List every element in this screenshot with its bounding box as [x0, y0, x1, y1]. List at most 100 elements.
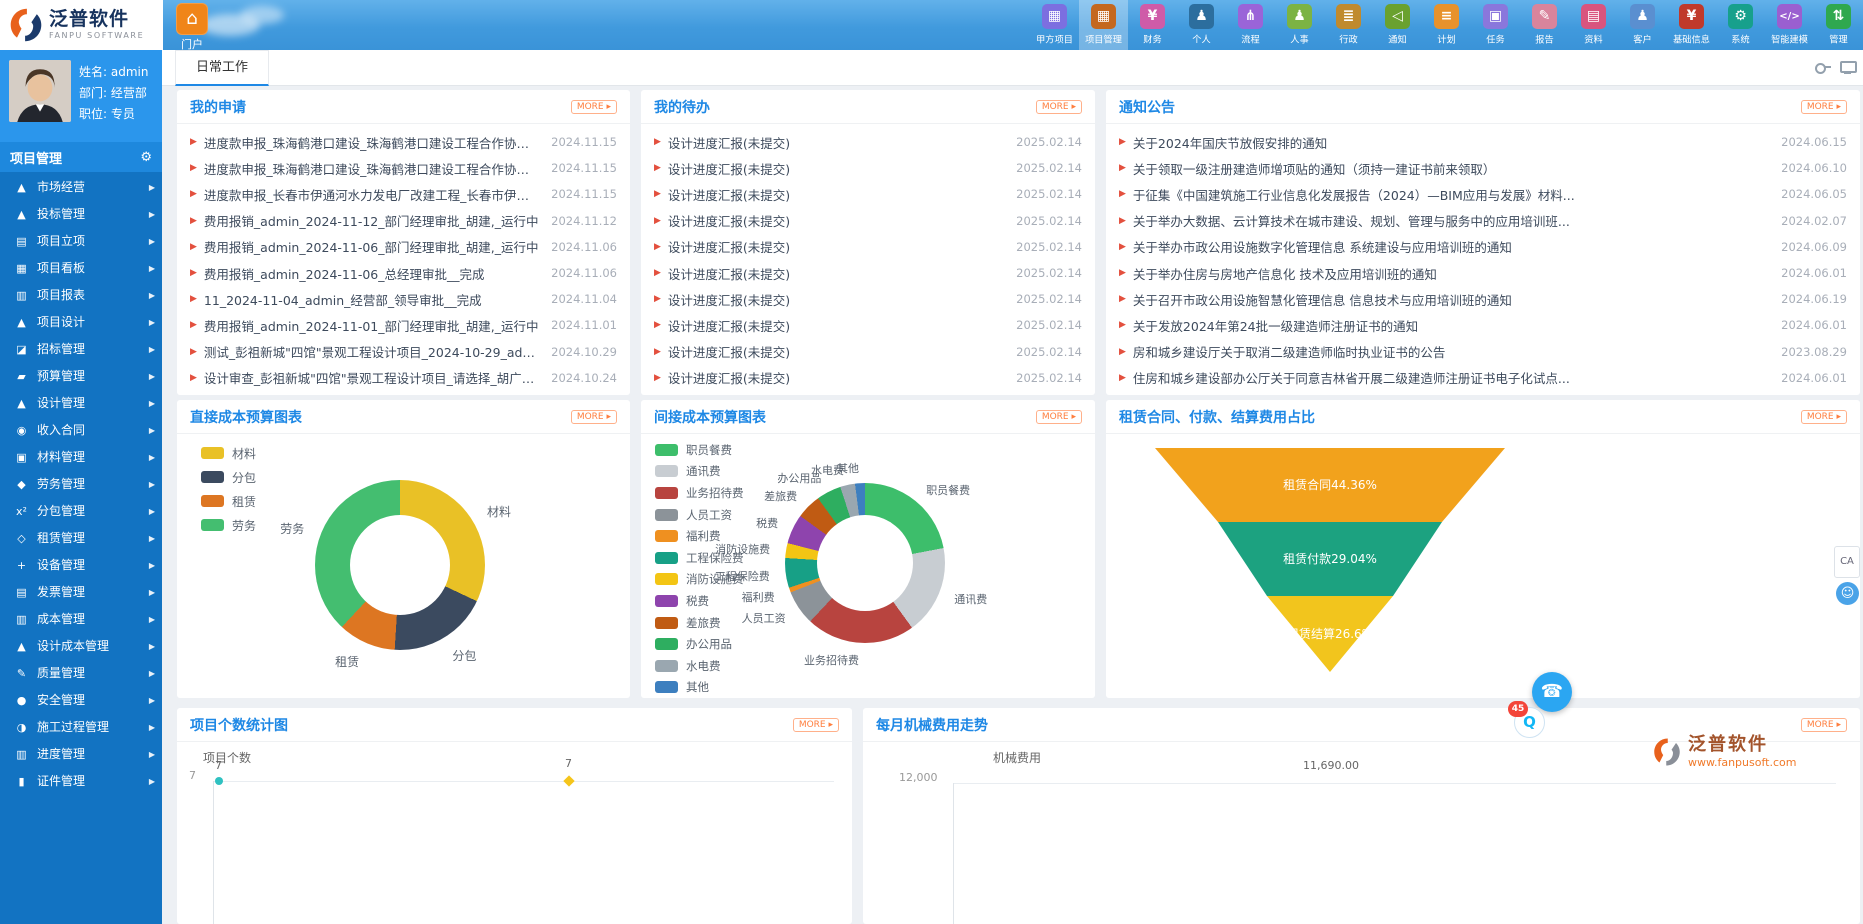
- sidebar-item-20[interactable]: ◑施工过程管理▶: [0, 714, 162, 741]
- nav-item-portal[interactable]: ⌂ 门户: [169, 3, 215, 52]
- list-item[interactable]: ▶设计进度汇报(未提交)2025.02.14: [654, 208, 1082, 234]
- sidebar-item-19[interactable]: ●安全管理▶: [0, 687, 162, 714]
- bullet-icon: ▶: [654, 268, 661, 278]
- sidebar-item-16[interactable]: ▥成本管理▶: [0, 606, 162, 633]
- nav-item-8[interactable]: ≡计划: [1422, 0, 1471, 50]
- sidebar-item-22[interactable]: ▮证件管理▶: [0, 768, 162, 795]
- item-text: 费用报销_admin_2024-11-01_部门经理审批_胡建,_运行中: [204, 316, 541, 335]
- more-button[interactable]: MORE: [571, 410, 617, 424]
- nav-item-2[interactable]: ¥财务: [1128, 0, 1177, 50]
- item-date: 2025.02.14: [1016, 292, 1082, 306]
- nav-item-5[interactable]: ♟人事: [1275, 0, 1324, 50]
- key-icon[interactable]: [1815, 60, 1831, 74]
- sidebar-item-3[interactable]: ▦项目看板▶: [0, 255, 162, 282]
- more-button[interactable]: MORE: [1801, 718, 1847, 732]
- sidebar-item-17[interactable]: ▲设计成本管理▶: [0, 633, 162, 660]
- list-item[interactable]: ▶进度款申报_珠海鹤港口建设_珠海鹤港口建设工程合作协议书_admin_...2…: [190, 129, 617, 155]
- nav-item-6[interactable]: ≣行政: [1324, 0, 1373, 50]
- sidebar-item-6[interactable]: ◪招标管理▶: [0, 336, 162, 363]
- my-todos-list: ▶设计进度汇报(未提交)2025.02.14▶设计进度汇报(未提交)2025.0…: [641, 124, 1095, 391]
- sidebar-item-0[interactable]: ▲市场经营▶: [0, 174, 162, 201]
- list-item[interactable]: ▶关于召开市政公用设施智慧化管理信息 信息技术与应用培训班的通知2024.06.…: [1119, 286, 1847, 312]
- list-item[interactable]: ▶于征集《中国建筑施工行业信息化发展报告（2024）—BIM应用与发展》材料..…: [1119, 181, 1847, 207]
- ca-widget[interactable]: CA: [1834, 546, 1860, 578]
- list-item[interactable]: ▶设计进度汇报(未提交)2025.02.14: [654, 129, 1082, 155]
- list-item[interactable]: ▶费用报销_admin_2024-11-06_总经理审批__完成2024.11.…: [190, 260, 617, 286]
- nav-item-0[interactable]: ▦甲方项目: [1030, 0, 1079, 50]
- nav-item-15[interactable]: </>智能建模: [1765, 0, 1814, 50]
- list-item[interactable]: ▶设计审查_彭祖新城"四馆"景观工程设计项目_请选择_胡广生_2024-10-2…: [190, 365, 617, 391]
- nav-item-16[interactable]: ⇅管理: [1814, 0, 1863, 50]
- list-item[interactable]: ▶设计进度汇报(未提交)2025.02.14: [654, 312, 1082, 338]
- list-item[interactable]: ▶进度款申报_长春市伊通河水力发电厂改建工程_长春市伊通河水力发电...2024…: [190, 181, 617, 207]
- list-item[interactable]: ▶设计进度汇报(未提交)2025.02.14: [654, 181, 1082, 207]
- legend-swatch: [655, 444, 678, 456]
- legend-item: 福利费: [655, 525, 744, 547]
- more-button[interactable]: MORE: [1036, 100, 1082, 114]
- item-text: 设计进度汇报(未提交): [668, 237, 1006, 256]
- list-item[interactable]: ▶测试_彭祖新城"四馆"景观工程设计项目_2024-10-29_admin_结束…: [190, 339, 617, 365]
- person-icon: ♟: [1287, 4, 1312, 29]
- nav-item-12[interactable]: ♟客户: [1618, 0, 1667, 50]
- list-item[interactable]: ▶关于举办市政公用设施数字化管理信息 系统建设与应用培训班的通知2024.06.…: [1119, 234, 1847, 260]
- list-item[interactable]: ▶11_2024-11-04_admin_经营部_领导审批__完成2024.11…: [190, 286, 617, 312]
- list-item[interactable]: ▶设计进度汇报(未提交)2025.02.14: [654, 260, 1082, 286]
- gear-icon[interactable]: ⚙: [140, 150, 152, 165]
- list-item[interactable]: ▶设计进度汇报(未提交)2025.02.14: [654, 339, 1082, 365]
- list-item[interactable]: ▶设计进度汇报(未提交)2025.02.14: [654, 286, 1082, 312]
- qq-contact-icon[interactable]: Q 45: [1514, 707, 1545, 738]
- sidebar-item-9[interactable]: ◉收入合同▶: [0, 417, 162, 444]
- item-text: 关于举办住房与房地产信息化 技术及应用培训班的通知: [1133, 264, 1771, 283]
- item-text: 关于举办市政公用设施数字化管理信息 系统建设与应用培训班的通知: [1133, 237, 1771, 256]
- sidebar-item-18[interactable]: ✎质量管理▶: [0, 660, 162, 687]
- more-button[interactable]: MORE: [571, 100, 617, 114]
- chevron-right-icon: ▶: [149, 336, 155, 363]
- nav-item-13[interactable]: ¥基础信息: [1667, 0, 1716, 50]
- customer-service-chat-icon[interactable]: ☎: [1532, 672, 1572, 712]
- list-item[interactable]: ▶设计进度汇报(未提交)2025.02.14: [654, 365, 1082, 391]
- list-item[interactable]: ▶关于2024年国庆节放假安排的通知2024.06.15: [1119, 129, 1847, 155]
- nav-item-7[interactable]: ◁通知: [1373, 0, 1422, 50]
- list-item[interactable]: ▶房和城乡建设厅关于取消二级建造师临时执业证书的公告2023.08.29: [1119, 339, 1847, 365]
- sidebar-item-15[interactable]: ▤发票管理▶: [0, 579, 162, 606]
- list-item[interactable]: ▶设计进度汇报(未提交)2025.02.14: [654, 234, 1082, 260]
- more-button[interactable]: MORE: [1801, 100, 1847, 114]
- nav-item-9[interactable]: ▣任务: [1471, 0, 1520, 50]
- list-item[interactable]: ▶住房和城乡建设部办公厅关于同意吉林省开展二级建造师注册证书电子化试点...20…: [1119, 365, 1847, 391]
- monitor-icon[interactable]: [1840, 60, 1855, 74]
- sidebar-item-7[interactable]: ▰预算管理▶: [0, 363, 162, 390]
- chat-face-icon[interactable]: ☺: [1836, 582, 1859, 605]
- nav-item-3[interactable]: ♟个人: [1177, 0, 1226, 50]
- nav-item-11[interactable]: ▤资料: [1569, 0, 1618, 50]
- list-item[interactable]: ▶关于举办大数据、云计算技术在城市建设、规划、管理与服务中的应用培训班...20…: [1119, 208, 1847, 234]
- nav-item-10[interactable]: ✎报告: [1520, 0, 1569, 50]
- legend-label: 材料: [232, 445, 256, 462]
- list-item[interactable]: ▶关于举办住房与房地产信息化 技术及应用培训班的通知2024.06.01: [1119, 260, 1847, 286]
- sidebar-item-1[interactable]: ▲投标管理▶: [0, 201, 162, 228]
- more-button[interactable]: MORE: [1801, 410, 1847, 424]
- panel-project-count-chart: 项目个数统计图 MORE 项目个数 7 7 7: [177, 708, 852, 924]
- list-item[interactable]: ▶关于领取一级注册建造师增项贴的通知（须持一建证书前来领取）2024.06.10: [1119, 155, 1847, 181]
- sidebar-item-14[interactable]: +设备管理▶: [0, 552, 162, 579]
- sidebar-item-13[interactable]: ◇租赁管理▶: [0, 525, 162, 552]
- nav-item-4[interactable]: ⋔流程: [1226, 0, 1275, 50]
- more-button[interactable]: MORE: [1036, 410, 1082, 424]
- sidebar-item-21[interactable]: ▥进度管理▶: [0, 741, 162, 768]
- sidebar-item-11[interactable]: ◆劳务管理▶: [0, 471, 162, 498]
- sidebar-item-5[interactable]: ▲项目设计▶: [0, 309, 162, 336]
- sidebar-item-10[interactable]: ▣材料管理▶: [0, 444, 162, 471]
- list-item[interactable]: ▶进度款申报_珠海鹤港口建设_珠海鹤港口建设工程合作协议书_admin_...2…: [190, 155, 617, 181]
- list-item[interactable]: ▶费用报销_admin_2024-11-01_部门经理审批_胡建,_运行中202…: [190, 312, 617, 338]
- list-item[interactable]: ▶费用报销_admin_2024-11-06_部门经理审批_胡建,_运行中202…: [190, 234, 617, 260]
- nav-item-14[interactable]: ⚙系统: [1716, 0, 1765, 50]
- sidebar-item-12[interactable]: x²分包管理▶: [0, 498, 162, 525]
- list-item[interactable]: ▶费用报销_admin_2024-11-12_部门经理审批_胡建,_运行中202…: [190, 208, 617, 234]
- list-item[interactable]: ▶关于发放2024年第24批一级建造师注册证书的通知2024.06.01: [1119, 312, 1847, 338]
- sidebar-item-2[interactable]: ▤项目立项▶: [0, 228, 162, 255]
- sidebar-item-8[interactable]: ▲设计管理▶: [0, 390, 162, 417]
- nav-item-1[interactable]: ▦项目管理: [1079, 0, 1128, 50]
- more-button[interactable]: MORE: [793, 718, 839, 732]
- sidebar-item-4[interactable]: ▥项目报表▶: [0, 282, 162, 309]
- tab-daily-work[interactable]: 日常工作: [175, 50, 269, 86]
- list-item[interactable]: ▶设计进度汇报(未提交)2025.02.14: [654, 155, 1082, 181]
